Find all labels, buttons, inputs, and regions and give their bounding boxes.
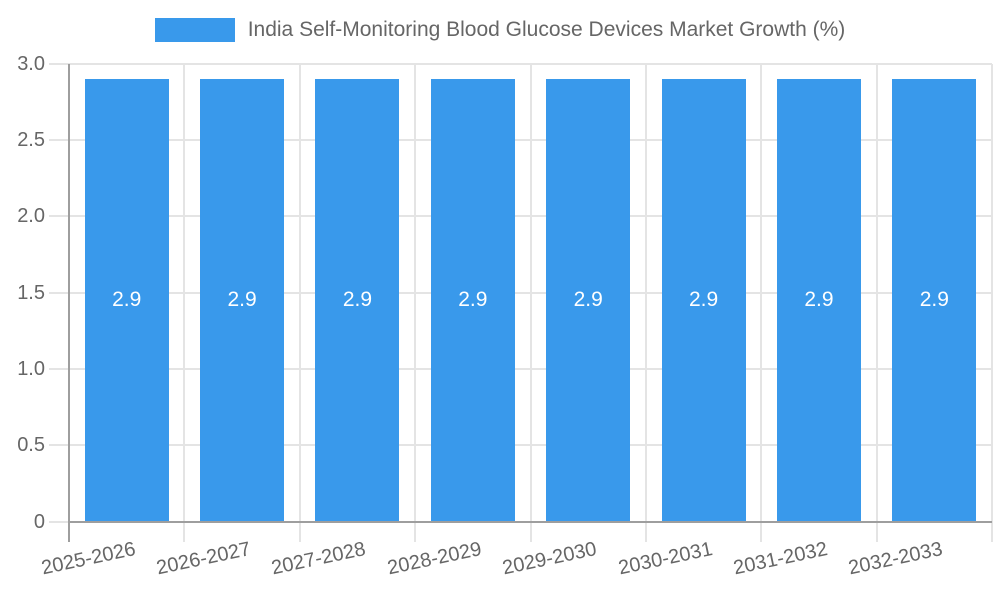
v-gridline [991,63,993,522]
x-axis-tick [414,521,417,542]
bar[interactable] [776,78,861,522]
bar[interactable] [430,78,515,522]
y-tick-label: 1.5 [17,281,45,304]
chart-title: India Self-Monitoring Blood Glucose Devi… [247,18,846,41]
v-gridline [760,63,763,522]
v-gridline [183,63,186,522]
v-gridline [644,63,647,522]
y-tick-label: 2.0 [17,205,45,228]
x-axis-tick [68,521,70,542]
x-axis-tick [644,521,647,542]
v-gridline [529,63,532,522]
x-axis-tick [298,521,301,542]
x-axis-tick [183,521,186,542]
bar-value-label: 2.9 [573,288,603,312]
y-axis-tick [49,138,69,141]
y-tick-label: 2.5 [17,128,45,151]
bar-value-label: 2.9 [342,288,373,312]
bar-value-label: 2.9 [458,288,488,312]
y-axis-line [68,63,70,522]
bar-value-label: 2.9 [112,288,142,312]
v-gridline [875,63,878,522]
legend-swatch[interactable] [154,18,235,42]
y-axis-tick [49,444,69,447]
x-axis-tick [529,521,532,542]
v-gridline [298,63,301,522]
x-axis-tick [875,521,878,542]
y-axis-tick [49,520,69,523]
x-axis-line [69,520,992,523]
y-tick-label: 3.0 [17,52,45,75]
bar[interactable] [661,78,746,522]
bar-value-label: 2.9 [227,288,257,312]
chart-legend: India Self-Monitoring Blood Glucose Devi… [0,18,1000,42]
bar-value-label: 2.9 [919,288,949,312]
y-axis-tick [49,62,69,65]
bar[interactable] [546,78,631,522]
bar[interactable] [84,78,169,522]
bar-value-label: 2.9 [804,288,834,312]
bar[interactable] [315,78,400,522]
x-axis-tick [760,521,763,542]
y-tick-label: 1.0 [17,357,45,380]
bar-value-label: 2.9 [688,288,719,312]
y-axis-tick [49,367,69,370]
y-tick-label: 0 [33,510,45,533]
x-axis-tick [991,521,993,542]
v-gridline [414,63,417,522]
bar[interactable] [892,78,977,522]
y-axis-tick [49,215,69,218]
y-axis-tick [49,291,69,294]
bar[interactable] [200,78,285,522]
y-tick-label: 0.5 [17,434,45,457]
